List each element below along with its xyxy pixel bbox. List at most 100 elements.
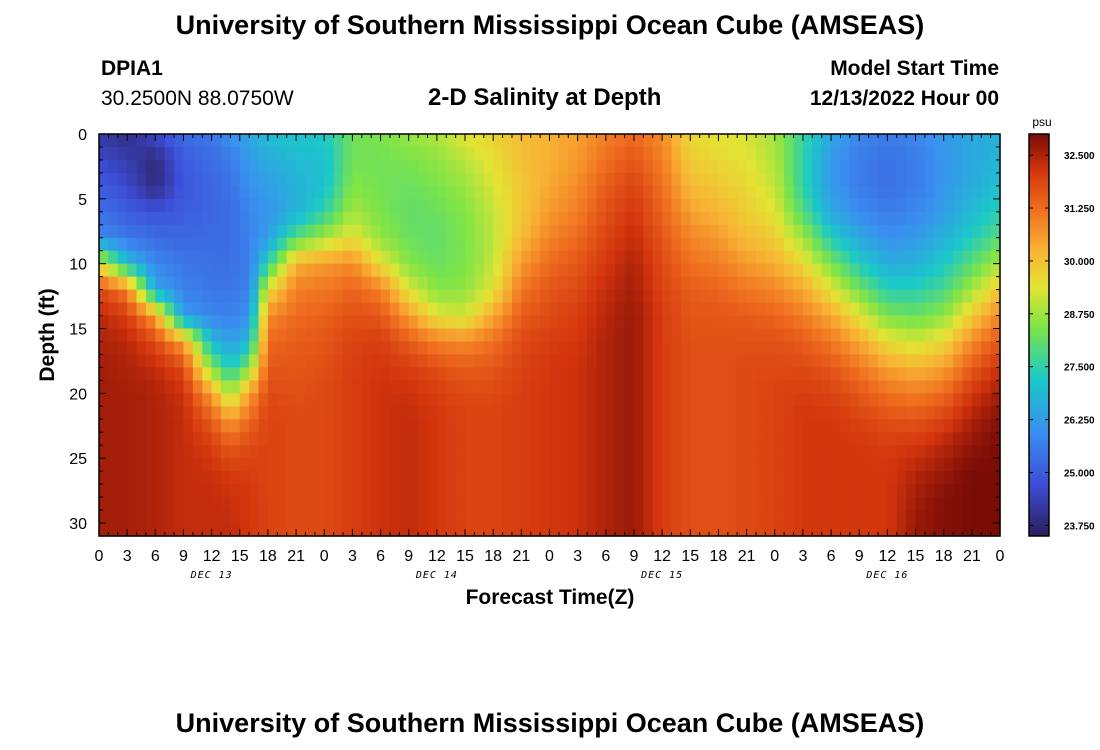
heatmap-cell (465, 185, 476, 200)
heatmap-cell (934, 471, 945, 485)
heatmap-cell (737, 146, 748, 161)
heatmap-cell (455, 302, 466, 317)
heatmap-cell (746, 198, 757, 213)
heatmap-cell (821, 432, 832, 446)
heatmap-cell (962, 250, 973, 265)
heatmap-cell (877, 406, 888, 420)
heatmap-cell (587, 172, 598, 187)
heatmap-cell (784, 146, 795, 161)
heatmap-cell (981, 341, 992, 356)
heatmap-cell (990, 185, 1001, 200)
heatmap-cell (887, 432, 898, 446)
heatmap-cell (202, 510, 213, 524)
heatmap-cells (99, 134, 1001, 537)
heatmap-cell (446, 289, 457, 304)
heatmap-cell (558, 198, 569, 213)
heatmap-cell (840, 211, 851, 226)
heatmap-cell (568, 393, 579, 407)
heatmap-cell (962, 276, 973, 291)
heatmap-cell (483, 497, 494, 511)
heatmap-cell (812, 134, 823, 148)
heatmap-cell (962, 471, 973, 485)
heatmap-cell (211, 211, 222, 226)
heatmap-cell (615, 159, 626, 174)
heatmap-cell (577, 302, 588, 317)
heatmap-cell (211, 198, 222, 213)
heatmap-cell (474, 445, 485, 459)
heatmap-cell (943, 432, 954, 446)
heatmap-cell (333, 380, 344, 394)
heatmap-cell (971, 393, 982, 407)
heatmap-cell (812, 510, 823, 524)
heatmap-cell (117, 315, 128, 330)
heatmap-cell (211, 523, 222, 537)
heatmap-cell (436, 328, 447, 343)
heatmap-cell (352, 393, 363, 407)
heatmap-cell (821, 445, 832, 459)
heatmap-cell (943, 367, 954, 381)
heatmap-cell (558, 367, 569, 381)
heatmap-cell (643, 328, 654, 343)
heatmap-cell (849, 315, 860, 330)
heatmap-cell (746, 419, 757, 433)
heatmap-cell (455, 289, 466, 304)
heatmap-cell (793, 445, 804, 459)
heatmap-cell (324, 289, 335, 304)
heatmap-cell (812, 523, 823, 537)
heatmap-cell (962, 198, 973, 213)
heatmap-cell (502, 419, 513, 433)
heatmap-cell (915, 328, 926, 343)
heatmap-cell (755, 159, 766, 174)
heatmap-cell (558, 250, 569, 265)
heatmap-cell (221, 276, 231, 291)
heatmap-cell (202, 159, 213, 174)
heatmap-cell (324, 341, 335, 356)
heatmap-cell (915, 211, 926, 226)
heatmap-cell (962, 289, 973, 304)
heatmap-cell (549, 484, 560, 498)
heatmap-cell (296, 159, 307, 174)
heatmap-cell (577, 367, 588, 381)
heatmap-cell (314, 367, 325, 381)
heatmap-cell (380, 315, 391, 330)
heatmap-cell (465, 315, 476, 330)
heatmap-cell (990, 134, 1001, 148)
heatmap-cell (521, 341, 532, 356)
heatmap-cell (868, 432, 879, 446)
heatmap-cell (108, 367, 119, 381)
heatmap-cell (765, 484, 776, 498)
heatmap-cell (934, 497, 945, 511)
heatmap-cell (314, 276, 325, 291)
heatmap-cell (981, 172, 992, 187)
heatmap-cell (671, 471, 682, 485)
heatmap-cell (549, 445, 560, 459)
heatmap-cell (314, 523, 325, 537)
heatmap-cell (277, 510, 288, 524)
heatmap-cell (953, 367, 964, 381)
heatmap-cell (521, 237, 532, 252)
heatmap-cell (934, 302, 945, 317)
heatmap-cell (568, 328, 579, 343)
heatmap-cell (915, 523, 926, 537)
heatmap-cell (192, 393, 203, 407)
heatmap-cell (352, 380, 363, 394)
heatmap-cell (540, 484, 551, 498)
heatmap-cell (446, 419, 457, 433)
heatmap-cell (662, 134, 673, 148)
heatmap-cell (333, 224, 344, 239)
heatmap-cell (643, 237, 654, 252)
heatmap-cell (971, 198, 982, 213)
heatmap-cell (333, 497, 344, 511)
heatmap-cell (633, 315, 644, 330)
heatmap-cell (418, 315, 429, 330)
heatmap-cell (802, 445, 813, 459)
heatmap-cell (887, 276, 898, 291)
heatmap-cell (558, 328, 569, 343)
heatmap-cell (418, 224, 429, 239)
salinity-heatmap-chart: 0 3 6 9 12 15 18 21 0 3 6 9 12 15 18 21 0 3 6 9 12 15 18 21 0 3 6 9… (36, 115, 1095, 609)
heatmap-cell (474, 198, 485, 213)
heatmap-cell (868, 354, 879, 369)
heatmap-cell (530, 354, 541, 369)
heatmap-cell (549, 354, 560, 369)
heatmap-cell (840, 380, 851, 394)
